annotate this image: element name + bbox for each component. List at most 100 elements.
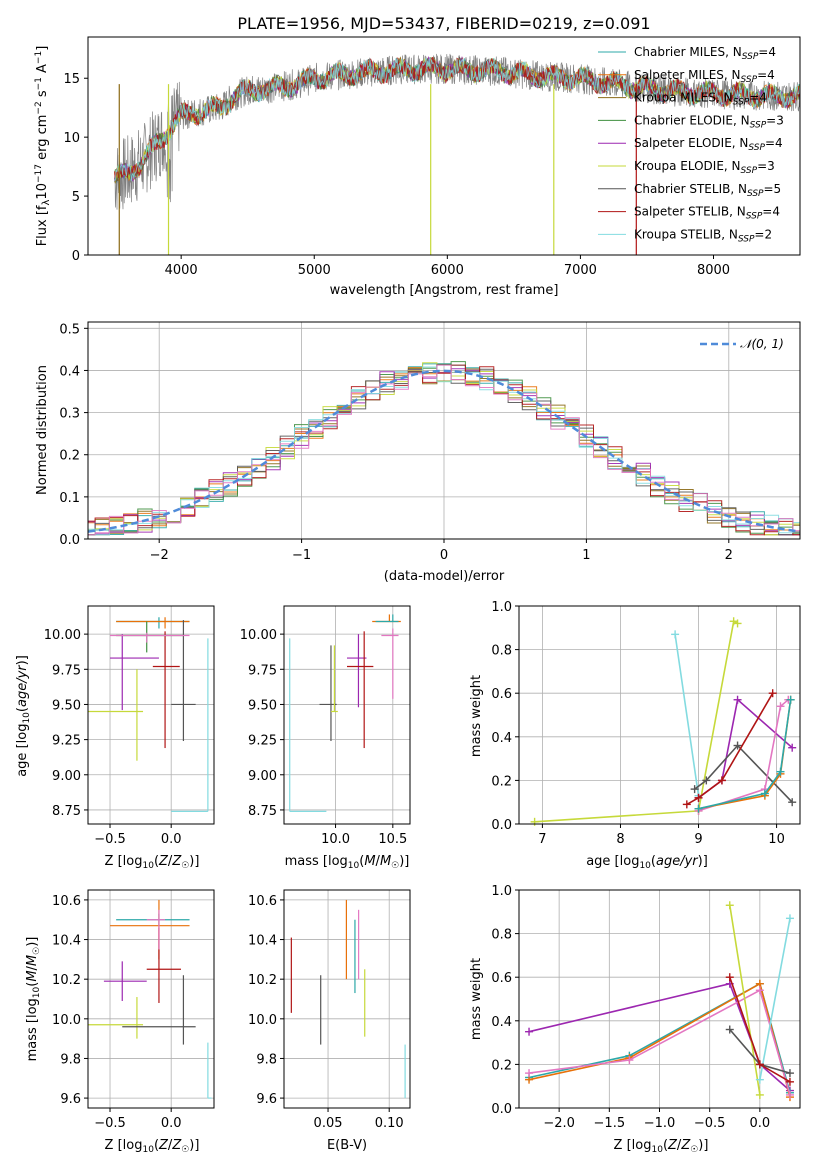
histogram-step-line bbox=[88, 364, 800, 536]
spectrum-ytick-label: 0 bbox=[72, 249, 80, 264]
histogram-ytick-label: 0.0 bbox=[59, 533, 80, 548]
legend-entry-label: Chabrier STELIB, NSSP=5 bbox=[634, 182, 781, 199]
histogram-ytick-label: 0.2 bbox=[59, 449, 80, 464]
panel-ytick-label: 10.00 bbox=[240, 628, 277, 643]
normal-curve-line bbox=[87, 369, 801, 533]
panel-content bbox=[88, 617, 209, 812]
spectrum-xtick-label: 6000 bbox=[431, 263, 464, 278]
legend-entry-label: Chabrier ELODIE, NSSP=3 bbox=[634, 113, 784, 130]
panel-ytick-label: 9.8 bbox=[256, 1052, 277, 1067]
spectrum-legend: Chabrier MILES, NSSP=4 Salpeter MILES, NS… bbox=[598, 45, 784, 244]
panel-ytick-label: 9.75 bbox=[52, 663, 81, 678]
weight-z-xlabel: Z [log10(Z/Z☉)] bbox=[614, 1138, 709, 1155]
weight-series-line bbox=[686, 692, 774, 806]
panel-ytick-label: 8.75 bbox=[52, 804, 81, 819]
panel-content bbox=[88, 899, 212, 1099]
weight-age-ylabel: mass weight bbox=[469, 675, 484, 757]
spectrum-title: PLATE=1956, MJD=53437, FIBERID=0219, z=0… bbox=[237, 14, 650, 33]
histogram-ytick-label: 0.1 bbox=[59, 491, 80, 506]
histogram-ylabel: Normed distribution bbox=[35, 365, 50, 495]
age-vs-z-panel: −0.5 0.0 8.75 9.00 9.25 9.50 9.75 10.00 bbox=[44, 605, 215, 847]
weight-z-ylabel: mass weight bbox=[469, 958, 484, 1040]
weight-series-line bbox=[534, 620, 738, 823]
panel-content bbox=[289, 614, 401, 812]
ebv-xlabel: E(B-V) bbox=[327, 1138, 367, 1153]
panel-ytick-label: 10.0 bbox=[52, 1013, 81, 1028]
parameter-panels: −0.5 0.0 8.75 9.00 9.25 9.50 9.75 10.00 10.0 10.5… bbox=[44, 600, 801, 1131]
histogram-legend: 𝒩(0, 1) bbox=[700, 337, 784, 351]
panel-ytick-label: 0.8 bbox=[491, 928, 512, 943]
histogram-ytick-label: 0.5 bbox=[59, 322, 80, 337]
spectrum-xtick-label: 7000 bbox=[564, 263, 597, 278]
weight-series-line bbox=[528, 982, 791, 1092]
panel-ytick-label: 9.6 bbox=[60, 1092, 81, 1107]
panel-ytick-label: 9.25 bbox=[248, 734, 277, 749]
panel-ytick-label: 0.2 bbox=[491, 1058, 512, 1073]
histogram-xlabel: (data-model)/error bbox=[384, 569, 505, 584]
histogram-step-line bbox=[88, 364, 800, 536]
panel-ytick-label: 9.8 bbox=[60, 1052, 81, 1067]
panel-content bbox=[530, 617, 797, 826]
panel-xtick-label: 0.05 bbox=[314, 1116, 343, 1131]
histogram-step-line bbox=[88, 361, 800, 536]
panel-xtick-label: −0.5 bbox=[94, 1116, 126, 1131]
age-mass-xlabel: mass [log10(M/M☉)] bbox=[285, 854, 410, 871]
weight-series-line bbox=[698, 699, 792, 810]
panel-ytick-label: 0.0 bbox=[491, 1102, 512, 1117]
weight-vs-z-panel: −2.0 −1.5 −1.0 −0.5 0.0 0.0 0.2 0.4 0.6 0.8 1.0 bbox=[491, 884, 801, 1131]
panel-ytick-label: 9.75 bbox=[248, 663, 277, 678]
weight-series-line bbox=[698, 699, 789, 812]
panel-ytick-label: 9.50 bbox=[52, 698, 81, 713]
histogram-step-line bbox=[88, 366, 800, 536]
panel-ytick-label: 9.6 bbox=[256, 1092, 277, 1107]
panel-ytick-label: 0.6 bbox=[491, 687, 512, 702]
legend-entry-label: Kroupa STELIB, NSSP=2 bbox=[634, 227, 772, 244]
legend-entry-label: Kroupa ELODIE, NSSP=3 bbox=[634, 159, 775, 176]
panel-xtick-label: −2.0 bbox=[543, 1116, 575, 1131]
panel-axes-frame bbox=[87, 605, 215, 825]
panel-ytick-label: 1.0 bbox=[491, 884, 512, 899]
histogram-ytick-label: 0.3 bbox=[59, 407, 80, 422]
legend-entry-label: Chabrier MILES, NSSP=4 bbox=[634, 45, 776, 62]
panel-xtick-label: 10 bbox=[768, 832, 785, 847]
panel-xtick-label: −1.5 bbox=[594, 1116, 626, 1131]
panel-xtick-label: 0.0 bbox=[161, 1116, 182, 1131]
panel-xtick-label: 8 bbox=[616, 832, 624, 847]
panel-ytick-label: 0.6 bbox=[491, 971, 512, 986]
legend-entry-label: Salpeter MILES, NSSP=4 bbox=[634, 68, 775, 85]
panel-ytick-label: 8.75 bbox=[248, 804, 277, 819]
weight-series-line bbox=[759, 918, 791, 1080]
spectrum-axes-frame bbox=[87, 36, 801, 256]
panel-ytick-label: 10.4 bbox=[248, 934, 277, 949]
mass-z-xlabel: Z [log10(Z/Z☉)] bbox=[105, 1138, 200, 1155]
panel-ytick-label: 0.2 bbox=[491, 774, 512, 789]
panel-xtick-label: 0.0 bbox=[161, 832, 182, 847]
panel-ytick-label: 10.2 bbox=[52, 973, 81, 988]
model-spectrum-line bbox=[114, 58, 800, 181]
panel-xtick-label: 7 bbox=[538, 832, 546, 847]
panel-axes-frame bbox=[87, 889, 215, 1109]
panel-ytick-label: 9.50 bbox=[248, 698, 277, 713]
spectrum-ylabel: Flux [fλ10−17 erg cm−2 s−1 A−1] bbox=[34, 46, 52, 247]
legend-entry-label: Salpeter ELODIE, NSSP=4 bbox=[634, 136, 783, 153]
panel-axes-frame bbox=[283, 605, 411, 825]
age-z-ylabel: age [log10(age/yr)] bbox=[15, 655, 32, 777]
panel-content bbox=[525, 901, 794, 1102]
panel-ytick-label: 10.2 bbox=[248, 973, 277, 988]
panel-xtick-label: 0.0 bbox=[750, 1116, 771, 1131]
age-vs-mass-panel: 10.0 10.5 8.75 9.00 9.25 9.50 9.75 10.00 bbox=[240, 605, 411, 847]
panel-xtick-label: −1.0 bbox=[644, 1116, 676, 1131]
panel-ytick-label: 0.4 bbox=[491, 1015, 512, 1030]
spectrum-ytick-label: 10 bbox=[63, 131, 80, 146]
panel-ytick-label: 0.0 bbox=[491, 818, 512, 833]
histogram-xtick-label: 2 bbox=[725, 548, 733, 563]
weight-series-line bbox=[674, 634, 700, 796]
panel-ytick-label: 10.0 bbox=[248, 1013, 277, 1028]
histogram-xtick-label: 1 bbox=[582, 548, 590, 563]
panel-ytick-label: 10.00 bbox=[44, 628, 81, 643]
age-z-xlabel: Z [log10(Z/Z☉)] bbox=[105, 854, 200, 871]
spectrum-plot-area bbox=[114, 53, 800, 255]
spectrum-ytick-label: 15 bbox=[63, 72, 80, 87]
panel-xtick-label: −0.5 bbox=[94, 832, 126, 847]
histogram-xtick-label: −1 bbox=[292, 548, 311, 563]
